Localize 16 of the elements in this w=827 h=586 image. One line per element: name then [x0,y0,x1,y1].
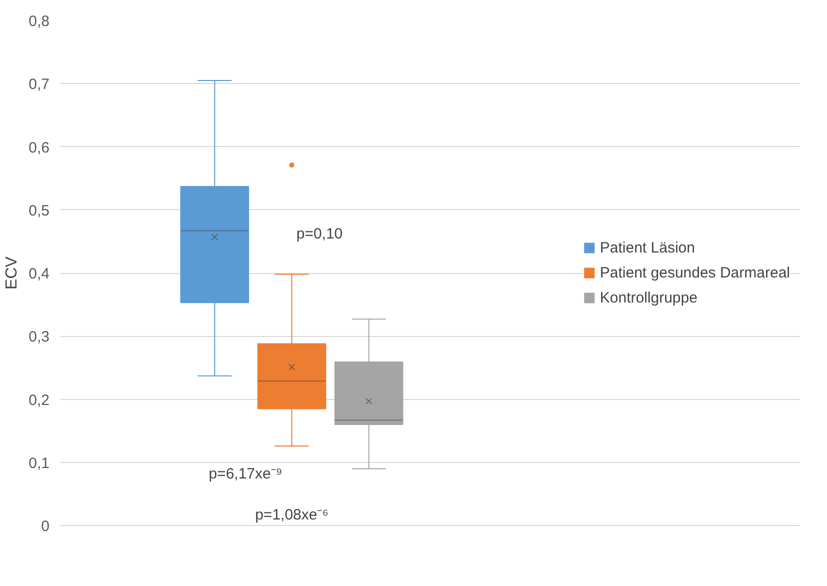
legend-label: Patient gesundes Darmareal [600,264,790,281]
y-tick-label: 0,7 [28,76,50,94]
y-tick-label: 0,6 [28,139,50,156]
y-tick-label: 0,1 [28,454,50,472]
y-tick-label: 0,8 [28,13,50,30]
y-axis-title: ECV [4,256,21,290]
y-tick-label: 0,3 [28,328,50,346]
legend-label: Kontrollgruppe [600,289,698,306]
y-tick-label: 0,5 [28,202,50,220]
y-tick-label: 0,2 [28,392,50,409]
annotation: p=0,10 [296,226,343,243]
y-tick-label: 0 [41,518,50,535]
y-tick-label: 0,4 [28,266,50,282]
annotation: p=1,08xe⁻⁶ [255,506,328,524]
legend-label: Patient Läsion [600,239,695,256]
annotation: p=6,17xe⁻⁹ [208,466,282,483]
